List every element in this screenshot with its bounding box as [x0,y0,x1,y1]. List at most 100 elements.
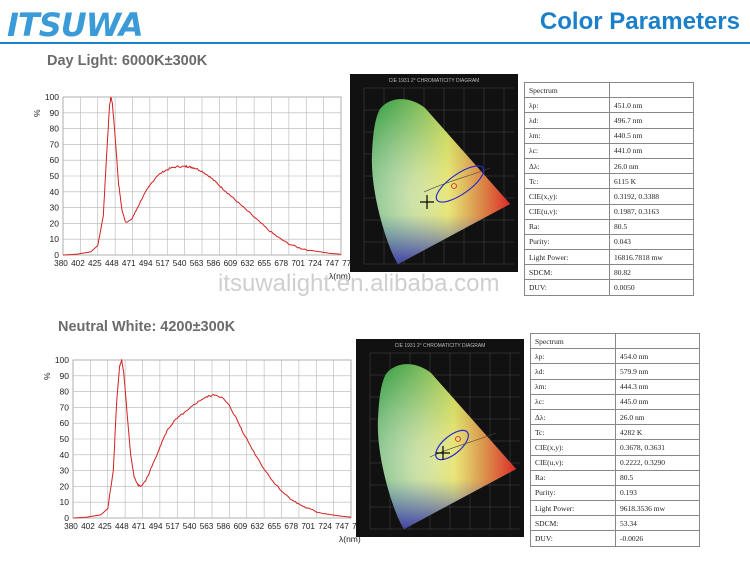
param-label: Tc: [530,424,616,441]
param-row: Spectrum [524,82,694,99]
param-value: 26.0 nm [615,409,700,426]
y-tick-label: 100 [45,92,59,102]
param-value: 451.0 nm [609,97,694,114]
cie-diagram-neutral-white: CIE 1931 2° CHROMATICITY DIAGRAM [356,339,524,537]
param-value: 53.34 [615,515,700,532]
y-tick-label: 70 [60,402,70,412]
param-row: CIE(u,v): 0.2222, 0.3290 [530,455,700,471]
x-tick-label: 517 [166,522,180,531]
param-value: 0.3192, 0.3388 [609,188,694,205]
section-title-daylight: Day Light: 6000K±300K [47,53,208,69]
param-row: CIE(x,y): 0.3192, 0.3388 [524,188,694,205]
param-label: Spectrum [530,333,616,350]
y-tick-label: 50 [60,434,70,444]
param-label: DUV: [530,530,616,547]
param-label: λd: [530,363,616,380]
x-tick-label: 425 [98,522,112,531]
param-value: 0.193 [615,485,700,502]
param-value: 80.82 [609,264,694,281]
x-tick-label: 701 [291,259,305,268]
y-tick-label: 40 [60,450,70,460]
param-value: -0.0026 [615,530,700,547]
spectrum-line [62,96,342,256]
param-row: Light Power: 9618.3536 mw [530,500,700,517]
param-label: λd: [524,112,610,129]
param-label: λc: [524,143,610,159]
y-tick-label: 30 [50,203,60,213]
param-row: Purity: 0.193 [530,485,700,502]
brand-logo: ITSUWA [5,4,155,44]
params-table-daylight: Spectrum λp: 451.0 nm λd: 496.7 nm λm: 440.5 n… [524,82,694,296]
x-tick-label: 494 [139,259,153,268]
x-tick-label: 724 [318,522,332,531]
page-title: Color Parameters [539,8,740,35]
param-row: Light Power: 16816.7818 mw [524,249,694,266]
param-label: SDCM: [530,515,616,532]
x-tick-label: 380 [64,522,78,531]
x-tick-label: 586 [207,259,221,268]
param-label: CIE(u,v): [524,204,610,220]
param-value: 0.043 [609,234,694,251]
section-title-neutral-white: Neutral White: 4200±300K [58,319,236,335]
x-tick-label: 586 [217,522,231,531]
header-divider [0,42,750,44]
x-axis-label: λ(nm) [329,271,351,281]
param-row: Ra: 80.5 [524,219,694,235]
param-label: CIE(u,v): [530,455,616,471]
spectrum-chart-neutral-white: 0 10 20 30 40 50 60 70 80 90 100 380 402 425 448 471 494… [42,355,366,544]
diagram-title: CIE 1931 2° CHROMATICITY DIAGRAM [395,343,486,349]
x-tick-label: 747 [325,259,339,268]
param-label: Spectrum [524,82,610,99]
y-tick-label: 70 [50,139,60,149]
param-label: λp: [530,348,616,365]
x-tick-label: 563 [190,259,204,268]
watermark: itsuwalight.en.alibaba.com [218,270,500,297]
param-value: 6115 K [609,173,694,190]
diagram-title: CIE 1931 2° CHROMATICITY DIAGRAM [389,78,480,84]
x-tick-label: 655 [267,522,281,531]
y-tick-label: 80 [50,124,60,134]
x-tick-label: 632 [251,522,265,531]
param-value: 496.7 nm [609,112,694,129]
y-tick-label: 40 [50,187,60,197]
y-tick-label: 50 [50,171,60,181]
x-tick-label: 678 [284,522,298,531]
cie-diagram-daylight: CIE 1931 2° CHROMATICITY DIAGRAM [350,74,518,272]
param-label: Δλ: [524,158,610,175]
y-tick-label: 60 [50,155,60,165]
y-tick-label: 30 [60,466,70,476]
param-value: 26.0 nm [609,158,694,175]
param-label: λc: [530,394,616,410]
param-label: λm: [524,128,610,144]
param-label: Tc: [524,173,610,190]
param-value: 444.3 nm [615,379,700,395]
param-label: CIE(x,y): [524,188,610,205]
y-tick-label: 100 [55,355,69,365]
x-tick-label: 471 [122,259,136,268]
param-label: Light Power: [530,500,616,517]
x-tick-label: 770 [342,259,356,268]
x-tick-label: 380 [54,259,68,268]
y-tick-label: 0 [64,513,69,523]
param-value: 9618.3536 mw [615,500,700,517]
param-label: Δλ: [530,409,616,426]
param-label: Ra: [524,219,610,235]
x-tick-label: 402 [71,259,85,268]
x-tick-label: 655 [257,259,271,268]
x-tick-label: 701 [301,522,315,531]
y-tick-label: 20 [50,218,60,228]
param-value: 4282 K [615,424,700,441]
param-row: Δλ: 26.0 nm [530,409,700,426]
param-value: 441.0 nm [609,143,694,159]
param-value: 579.9 nm [615,363,700,380]
x-tick-label: 632 [241,259,255,268]
param-value: 16816.7818 mw [609,249,694,266]
param-row: λm: 440.5 nm [524,128,694,144]
param-row: λd: 579.9 nm [530,363,700,380]
param-row: DUV: 0.0050 [524,279,694,296]
param-value: 0.0050 [609,279,694,296]
x-tick-label: 724 [308,259,322,268]
param-label: SDCM: [524,264,610,281]
param-row: DUV: -0.0026 [530,530,700,547]
param-row: λp: 454.0 nm [530,348,700,365]
